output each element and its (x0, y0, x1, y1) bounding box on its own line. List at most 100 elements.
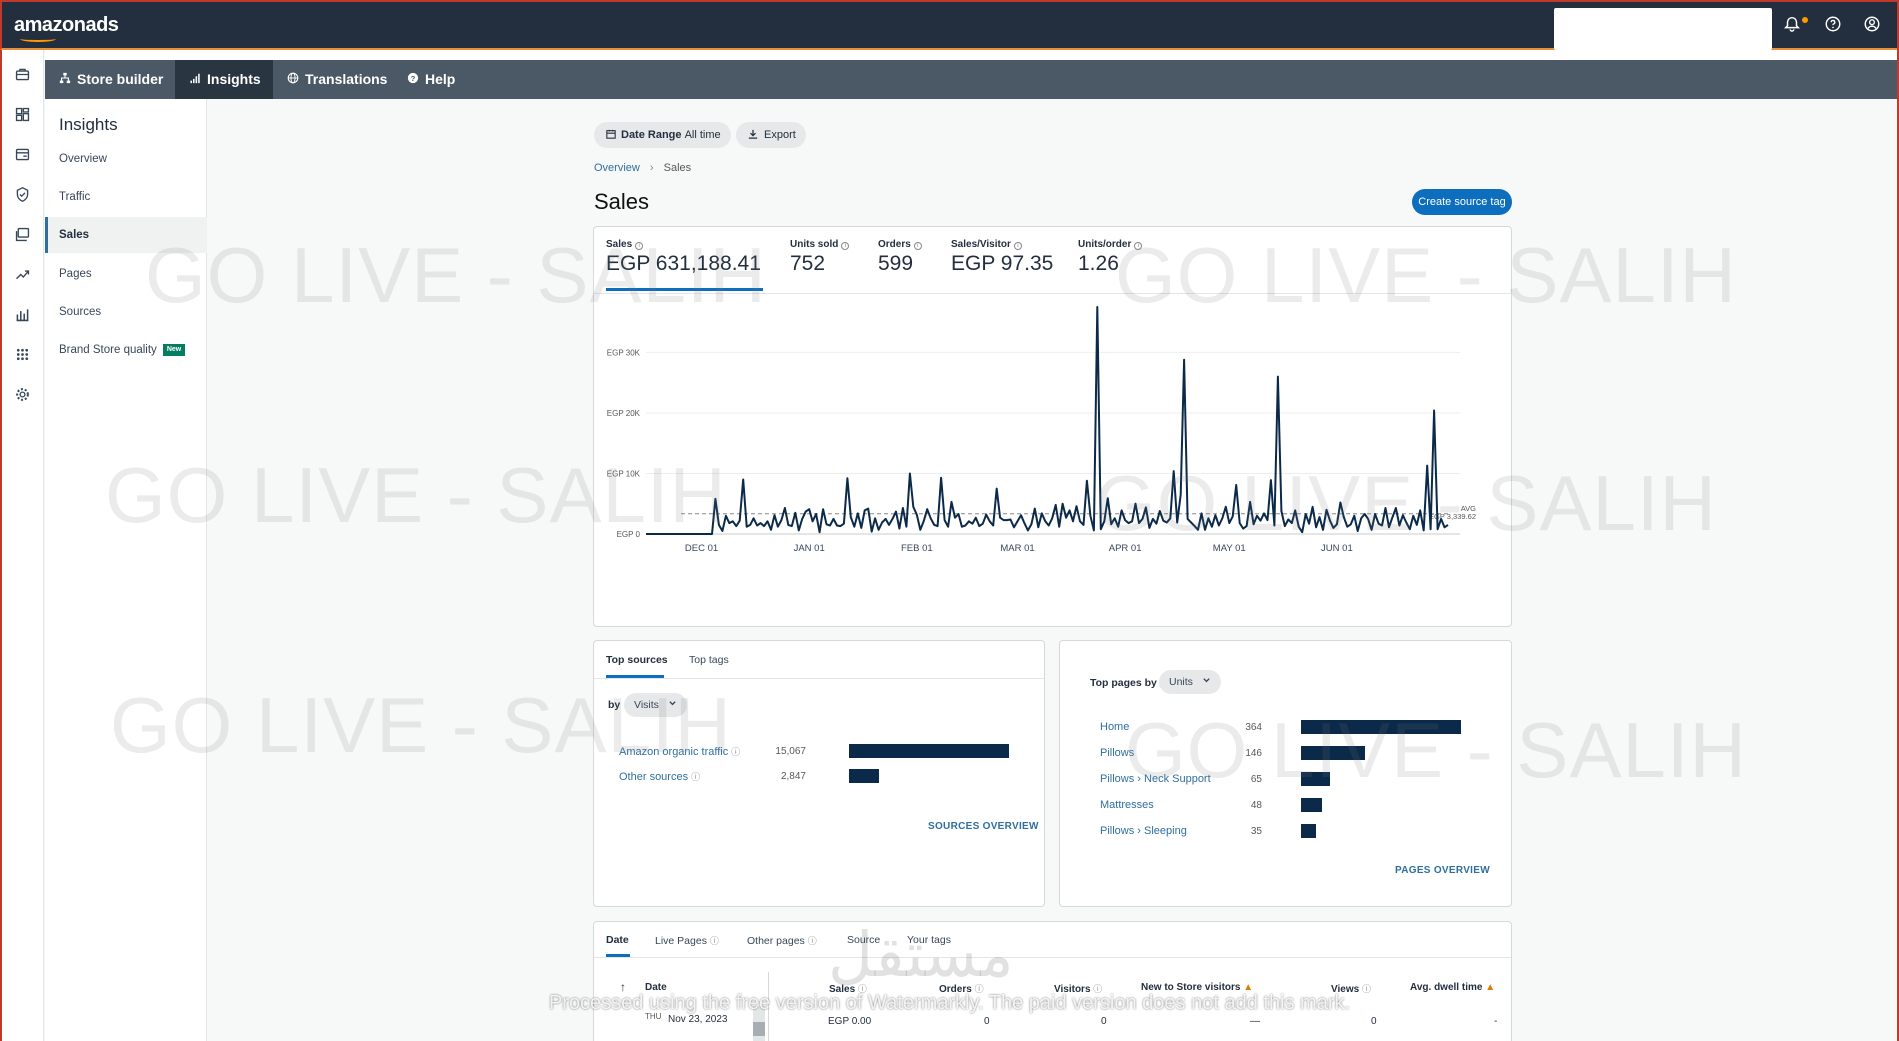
gallery-icon[interactable] (12, 226, 32, 246)
info-icon[interactable]: ⓘ (731, 747, 741, 757)
bell-icon[interactable] (1782, 15, 1802, 35)
x-tick-label: JAN 01 (794, 543, 825, 554)
info-icon[interactable]: ⓘ (709, 936, 719, 946)
watermarkly-notice: Processed using the free version of Wate… (548, 992, 1351, 1014)
amazon-ads-logo[interactable]: amazonads (14, 14, 119, 42)
tab-translations[interactable]: Translations (273, 60, 393, 99)
info-icon[interactable]: i (1134, 242, 1143, 250)
export-button[interactable]: Export (736, 122, 806, 148)
trend-icon[interactable] (12, 266, 32, 286)
sources-metric-dropdown[interactable]: Visits (624, 693, 687, 717)
info-icon[interactable]: ⓘ (691, 772, 701, 782)
col-date[interactable]: Date (645, 982, 667, 993)
dashboard-icon[interactable] (12, 106, 32, 126)
row-label-link[interactable]: Other sources ⓘ (619, 771, 701, 783)
col-avg-dwell-time[interactable]: Avg. dwell time ▲ (1410, 982, 1496, 993)
info-icon[interactable]: ⓘ (807, 936, 817, 946)
col-sales[interactable]: Sales ⓘ (829, 984, 867, 995)
col-visitors[interactable]: Visitors ⓘ (1054, 984, 1103, 995)
sidebar-title: Insights (59, 115, 118, 134)
create-source-tag-button[interactable]: Create source tag (1412, 189, 1512, 215)
sidebar-item-pages[interactable]: Pages (59, 268, 92, 280)
table-scrollbar[interactable] (753, 1006, 765, 1041)
tab-top-sources[interactable]: Top sources (606, 654, 668, 666)
y-tick-label: EGP 10K (607, 469, 641, 478)
table-tab-other-pages[interactable]: Other pages ⓘ (747, 935, 817, 947)
kpi-orders[interactable]: Orders i 599 (878, 239, 922, 276)
info-icon[interactable]: ⓘ (1093, 984, 1103, 994)
globe-icon (287, 60, 305, 99)
y-tick-label: EGP 20K (607, 409, 641, 418)
kpi-units-sold[interactable]: Units sold i 752 (790, 239, 850, 276)
tab-help[interactable]: ? Help (393, 60, 463, 99)
date-range-value: All time (684, 129, 721, 141)
info-icon[interactable]: ⓘ (974, 984, 984, 994)
row-label-link[interactable]: Pillows › Sleeping (1100, 825, 1187, 837)
row-bar (1301, 746, 1366, 760)
sidebar-item-traffic[interactable]: Traffic (59, 191, 91, 203)
row-label-link[interactable]: Amazon organic traffic ⓘ (619, 746, 741, 758)
row-day: THU (645, 1012, 662, 1021)
table-tab-your-tags[interactable]: Your tags (907, 934, 951, 946)
col-orders[interactable]: Orders ⓘ (939, 984, 984, 995)
chevron-down-icon (662, 699, 677, 711)
apps-grid-icon[interactable] (12, 346, 32, 366)
account-search-box[interactable] (1554, 8, 1772, 50)
info-icon[interactable]: i (635, 242, 644, 250)
briefcase-icon[interactable] (12, 66, 32, 86)
breadcrumb-current: Sales (663, 162, 692, 174)
sort-ascending-icon[interactable]: ↑ (620, 980, 626, 994)
tab-top-tags[interactable]: Top tags (689, 654, 729, 666)
kpi-sales[interactable]: Sales i EGP 631,188.41 (606, 239, 761, 275)
signal-icon (189, 60, 207, 99)
sidebar-item-brand-store-quality[interactable]: Brand Store quality New (45, 332, 207, 368)
row-label-link[interactable]: Home (1100, 721, 1130, 733)
date-range-button[interactable]: Date Range All time (594, 122, 731, 148)
col-new-to-store-visitors[interactable]: New to Store visitors ▲ (1141, 982, 1254, 993)
active-tab-indicator (606, 954, 630, 957)
sales-line-chart: EGP 0 EGP 10K EGP 20K EGP 30K DEC 01 JAN 01 FE… (607, 306, 1476, 554)
frame-border (1897, 0, 1899, 1041)
info-icon[interactable]: i (1013, 242, 1022, 250)
x-tick-label: FEB 01 (901, 543, 933, 554)
row-label-link[interactable]: Pillows (1100, 747, 1135, 759)
mostaql-watermark-logo: مستقل (828, 918, 1014, 991)
y-tick-label: EGP 30K (607, 348, 641, 357)
table-tab-source[interactable]: Source (847, 934, 881, 946)
tab-insights[interactable]: Insights (175, 60, 273, 99)
top-sources-card: Top sources Top tags by Visits Amazon or… (593, 640, 1045, 907)
warning-icon[interactable]: ▲ (1485, 982, 1496, 993)
card-icon[interactable] (12, 146, 32, 166)
table-tab-live-pages[interactable]: Live Pages ⓘ (655, 935, 719, 947)
sources-overview-link[interactable]: SOURCES OVERVIEW (928, 821, 1039, 832)
table-tab-date[interactable]: Date (606, 934, 629, 946)
sales-series-line (646, 306, 1449, 535)
row-views: 0 (1371, 1016, 1377, 1027)
column-divider (768, 972, 769, 1041)
sidebar-item-sources[interactable]: Sources (59, 306, 102, 318)
pages-metric-dropdown[interactable]: Units (1159, 670, 1221, 694)
warning-icon[interactable]: ▲ (1243, 982, 1254, 993)
sidebar-item-sales[interactable]: Sales (45, 217, 207, 253)
x-tick-label: JUN 01 (1321, 543, 1353, 554)
pages-overview-link[interactable]: PAGES OVERVIEW (1395, 865, 1490, 876)
avg-value-label: EGP 3,339.62 (1429, 512, 1476, 521)
kpi-sales-per-visitor[interactable]: Sales/Visitor i EGP 97.35 (951, 239, 1054, 275)
info-icon[interactable]: i (913, 242, 922, 250)
kpi-units-per-order[interactable]: Units/order i 1.26 (1078, 239, 1143, 276)
info-icon[interactable]: ⓘ (857, 984, 867, 994)
account-icon[interactable] (1862, 15, 1882, 35)
help-circle-icon[interactable] (1823, 15, 1843, 35)
tab-store-builder[interactable]: Store builder (45, 60, 175, 99)
info-icon[interactable]: ⓘ (1361, 984, 1371, 994)
bar-chart-icon[interactable] (12, 306, 32, 326)
shield-icon[interactable] (12, 186, 32, 206)
breadcrumb-overview-link[interactable]: Overview (594, 162, 640, 174)
row-label-link[interactable]: Pillows › Neck Support (1100, 773, 1211, 785)
col-views[interactable]: Views ⓘ (1331, 984, 1371, 995)
settings-icon[interactable] (12, 386, 32, 406)
info-icon[interactable]: i (841, 242, 850, 250)
row-label-link[interactable]: Mattresses (1100, 799, 1154, 811)
sidebar-item-overview[interactable]: Overview (59, 153, 107, 165)
row-value: 35 (1250, 826, 1262, 837)
